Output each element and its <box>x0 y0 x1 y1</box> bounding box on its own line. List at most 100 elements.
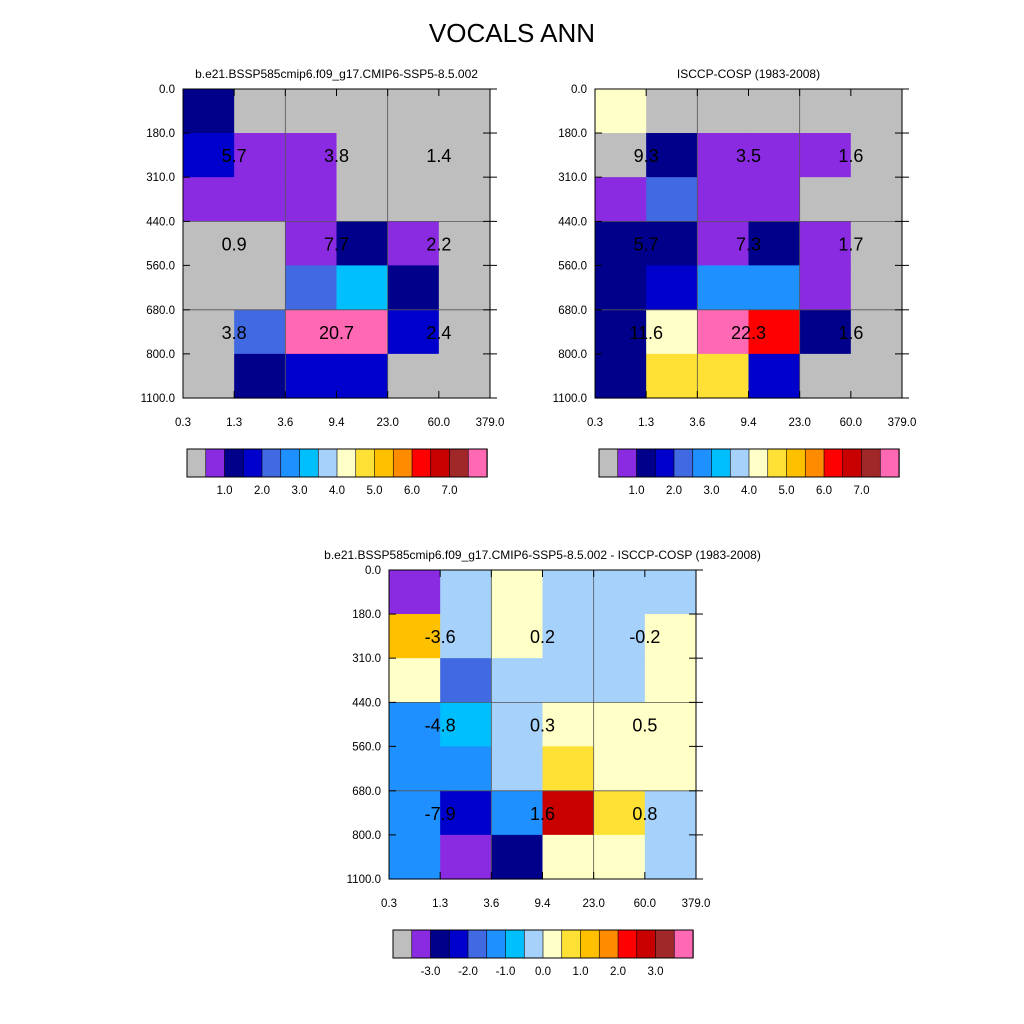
heatmap-cell <box>491 834 544 880</box>
x-tick-label: 23.0 <box>376 417 398 429</box>
cell-value-label: 0.9 <box>222 234 247 254</box>
colorbar-label: 3.0 <box>704 485 720 497</box>
x-tick-label: 1.3 <box>226 417 242 429</box>
heatmap-cell <box>799 89 852 134</box>
colorbar-swatch <box>842 448 863 478</box>
colorbar-swatch <box>879 448 900 478</box>
heatmap-cell <box>234 309 286 355</box>
heatmap-cell <box>234 177 286 222</box>
heatmap-cell <box>850 309 903 355</box>
colorbar-label: 2.0 <box>610 966 626 978</box>
heatmap-cell <box>285 221 338 266</box>
colorbar-swatch <box>430 448 451 478</box>
heatmap-cell <box>183 177 235 222</box>
heatmap-cell <box>387 221 440 266</box>
colorbar-swatch <box>467 448 488 478</box>
x-tick-label: 23.0 <box>788 417 810 429</box>
cell-value-label: 9.3 <box>634 146 659 166</box>
heatmap-cell <box>438 309 491 355</box>
y-tick-label: 440.0 <box>352 697 381 709</box>
heatmap-cell <box>542 790 595 836</box>
heatmap-cell <box>595 265 647 311</box>
panel-title-observation: ISCCP-COSP (1983-2008) <box>676 67 821 81</box>
heatmap-cell <box>595 177 647 222</box>
heatmap-cell <box>234 353 286 399</box>
colorbar-swatch <box>186 448 207 478</box>
colorbar-swatch <box>336 448 357 478</box>
cell-value-label: 0.5 <box>632 715 657 735</box>
heatmap-cell <box>646 221 698 266</box>
heatmap-cell <box>387 353 440 399</box>
x-tick-label: 23.0 <box>582 898 604 910</box>
y-tick-label: 180.0 <box>146 128 175 140</box>
heatmap-cell <box>697 89 750 134</box>
heatmap-cell <box>387 133 440 178</box>
heatmap-cell <box>644 790 697 836</box>
heatmap-cell <box>697 177 750 222</box>
colorbar-label: 7.0 <box>854 485 870 497</box>
heatmap-cell <box>644 834 697 880</box>
heatmap-cell <box>336 309 389 355</box>
heatmap-cell <box>542 658 595 703</box>
heatmap-cell <box>440 614 492 659</box>
colorbar-label: 4.0 <box>329 485 345 497</box>
x-tick-label: 60.0 <box>634 898 656 910</box>
heatmap-cell <box>646 265 698 311</box>
colorbar-swatch <box>261 448 282 478</box>
colorbar-swatch <box>411 929 432 959</box>
heatmap-cell <box>491 570 544 615</box>
y-tick-label: 0.0 <box>159 84 175 96</box>
colorbar-swatch <box>598 448 619 478</box>
y-tick-label: 800.0 <box>558 349 587 361</box>
heatmap-cell <box>387 89 440 134</box>
heatmap-cell <box>285 177 338 222</box>
heatmap-cell <box>593 790 646 836</box>
heatmap-cell <box>799 177 852 222</box>
heatmap-cell <box>595 309 647 355</box>
y-tick-label: 180.0 <box>558 128 587 140</box>
heatmap-cell <box>440 790 492 836</box>
y-tick-label: 800.0 <box>146 349 175 361</box>
colorbar-label: 3.0 <box>648 966 664 978</box>
heatmap-cell <box>389 702 441 747</box>
heatmap-cell <box>646 89 698 134</box>
colorbar-swatch <box>767 448 788 478</box>
panel-title-difference: b.e21.BSSP585cmip6.f09_g17.CMIP6-SSP5-8.… <box>324 548 761 562</box>
x-tick-label: 3.6 <box>277 417 293 429</box>
heatmap-cell <box>438 89 491 134</box>
cell-value-label: -0.2 <box>629 627 660 647</box>
colorbar-swatch <box>804 448 825 478</box>
heatmap-cell <box>850 353 903 399</box>
colorbar-label: 1.0 <box>573 966 589 978</box>
colorbar-swatch <box>636 929 657 959</box>
heatmap-cell <box>336 353 389 399</box>
y-tick-label: 180.0 <box>352 609 381 621</box>
x-tick-label: 9.4 <box>329 417 346 429</box>
cell-value-label: -3.6 <box>425 627 456 647</box>
x-tick-label: 9.4 <box>741 417 758 429</box>
colorbar-frame <box>392 929 694 959</box>
colorbar-swatch <box>242 448 263 478</box>
x-tick-label: 379.0 <box>682 898 711 910</box>
heatmap-cell <box>389 658 441 703</box>
colorbar-swatch <box>317 448 338 478</box>
heatmap-cell <box>850 221 903 266</box>
heatmap-cell <box>697 265 750 311</box>
colorbar-swatch <box>299 448 319 478</box>
colorbar-swatch <box>280 448 301 478</box>
colorbar-0: 1.0 2.0 3.0 4.0 5.0 6.0 7.0 <box>186 448 488 497</box>
colorbar-swatch <box>355 448 376 478</box>
cell-value-label: 1.7 <box>838 234 863 254</box>
colorbar-swatch <box>205 448 226 478</box>
main-title: VOCALS ANN <box>428 18 596 48</box>
colorbar-label: 2.0 <box>666 485 682 497</box>
y-tick-label: 560.0 <box>558 260 587 272</box>
y-tick-label: 800.0 <box>352 830 381 842</box>
colorbar-swatch <box>861 448 881 478</box>
colorbar-swatch <box>505 929 525 959</box>
heatmap-panel-2: 0.0180.0310.0440.0560.0680.0800.01100.00… <box>347 565 711 910</box>
heatmap-cell <box>593 702 646 747</box>
heatmap-cell <box>389 790 441 836</box>
colorbar-swatch <box>374 448 394 478</box>
heatmap-cell <box>646 353 698 399</box>
